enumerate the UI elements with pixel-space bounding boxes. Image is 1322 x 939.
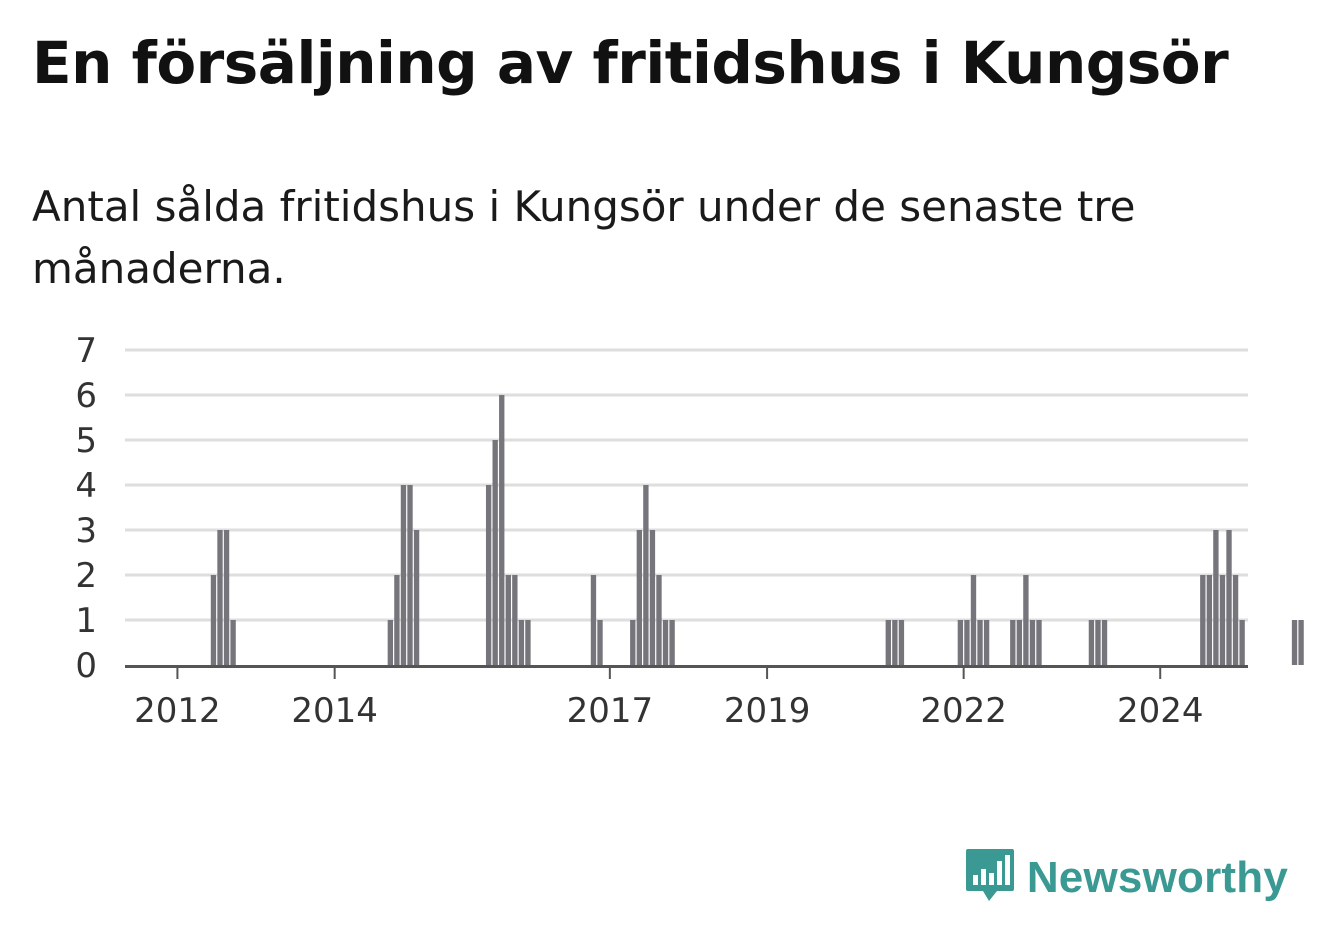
bars xyxy=(210,395,1304,665)
bar-chart: 0 1 2 3 4 5 6 7 2012 2014 2017 2019 2022 2024 1 xyxy=(75,331,1304,731)
bar xyxy=(1010,620,1016,665)
x-tick-label: 2017 xyxy=(567,691,654,731)
bar xyxy=(977,620,983,665)
y-tick-label: 1 xyxy=(75,601,97,641)
bar xyxy=(505,575,511,665)
bar xyxy=(1206,575,1213,665)
bar xyxy=(394,575,400,665)
brand-name: Newsworthy xyxy=(1026,853,1288,902)
bar xyxy=(230,620,236,665)
bar xyxy=(964,620,970,665)
bar xyxy=(1226,530,1232,665)
bar xyxy=(1200,575,1206,665)
bar xyxy=(656,575,662,665)
bar xyxy=(885,620,891,665)
x-axis-ticks xyxy=(176,668,1162,679)
bar xyxy=(669,620,675,665)
bar xyxy=(210,575,217,665)
bar xyxy=(892,620,898,665)
bar xyxy=(597,620,603,665)
bar xyxy=(407,485,413,665)
bar xyxy=(525,620,531,665)
bar xyxy=(630,620,636,665)
y-tick-label: 2 xyxy=(75,556,97,596)
bar xyxy=(1095,620,1101,665)
bar xyxy=(518,620,525,665)
bar xyxy=(1088,620,1095,665)
bar-chart-speech-bubble-icon xyxy=(965,847,1015,909)
bar xyxy=(492,440,498,665)
bar xyxy=(590,575,597,665)
bar xyxy=(1219,575,1226,665)
bar xyxy=(1232,575,1239,665)
bar xyxy=(1101,620,1108,665)
x-tick-label: 2012 xyxy=(134,691,221,731)
bar xyxy=(970,575,977,665)
bar xyxy=(413,530,420,665)
bar xyxy=(649,530,656,665)
bar xyxy=(217,530,223,665)
bar xyxy=(643,485,649,665)
bar xyxy=(1036,620,1042,665)
y-tick-label: 0 xyxy=(75,646,97,686)
bar xyxy=(400,485,407,665)
chart-subtitle: Antal sålda fritidshus i Kungsör under d… xyxy=(32,182,1136,293)
x-axis-labels: 2012 2014 2017 2019 2022 2024 xyxy=(134,691,1203,731)
bar xyxy=(898,620,905,665)
grid-lines xyxy=(125,348,1248,622)
chart-title: En försäljning av fritidshus i Kungsör xyxy=(32,29,1229,97)
y-tick-label: 5 xyxy=(75,421,97,461)
y-tick-label: 4 xyxy=(75,466,97,506)
bar xyxy=(1029,620,1036,665)
bar xyxy=(1239,620,1245,665)
bar xyxy=(1291,620,1298,665)
bar xyxy=(957,620,964,665)
bar xyxy=(387,620,394,665)
x-tick-label: 2022 xyxy=(920,691,1007,731)
bar xyxy=(1023,575,1029,665)
x-tick-label: 2024 xyxy=(1117,691,1204,731)
y-tick-label: 6 xyxy=(75,376,97,416)
y-axis-labels: 0 1 2 3 4 5 6 7 xyxy=(75,331,97,686)
bar xyxy=(485,485,492,665)
bar xyxy=(1016,620,1023,665)
bar xyxy=(512,575,518,665)
bar xyxy=(1213,530,1219,665)
bar xyxy=(499,395,505,665)
bar xyxy=(636,530,643,665)
bar xyxy=(662,620,669,665)
x-tick-label: 2014 xyxy=(291,691,378,731)
y-tick-label: 3 xyxy=(75,511,97,551)
y-tick-label: 7 xyxy=(75,331,97,371)
x-tick-label: 2019 xyxy=(724,691,811,731)
newsworthy-logo: Newsworthy xyxy=(965,847,1288,909)
bar xyxy=(983,620,990,665)
bar xyxy=(1298,620,1304,665)
bar xyxy=(223,530,230,665)
